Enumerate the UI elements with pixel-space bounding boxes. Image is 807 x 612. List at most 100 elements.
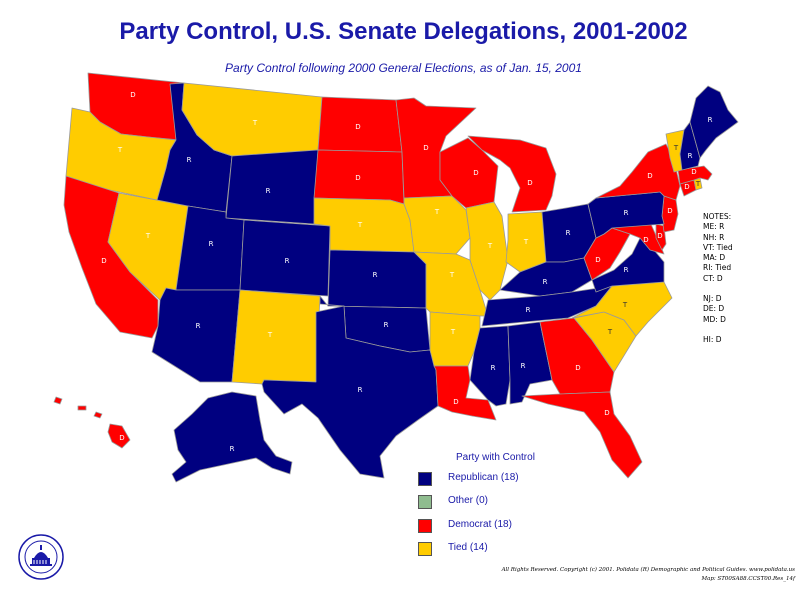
- state-NY[interactable]: D: [595, 143, 681, 201]
- state-label: T: [449, 271, 455, 279]
- legend-label: Republican (18): [448, 472, 519, 483]
- state-label: D: [643, 236, 648, 244]
- state-label: D: [527, 179, 532, 187]
- state-label: D: [355, 174, 360, 182]
- state-NM[interactable]: T: [231, 289, 321, 385]
- state-label: D: [130, 91, 135, 99]
- polidata-seal-logo: [18, 534, 64, 580]
- state-label: R: [526, 306, 531, 314]
- state-NJ[interactable]: D: [661, 195, 679, 233]
- state-FL[interactable]: D: [521, 391, 643, 479]
- state-label: T: [450, 328, 456, 336]
- legend-swatch: [418, 472, 432, 486]
- state-label: R: [384, 321, 389, 329]
- state-label: R: [285, 257, 290, 265]
- state-label: R: [187, 156, 192, 164]
- note-line: HI: D: [703, 334, 722, 344]
- state-ME[interactable]: R: [689, 85, 739, 159]
- state-AK[interactable]: R: [171, 391, 293, 483]
- state-label: D: [453, 398, 458, 406]
- state-TX[interactable]: R: [261, 305, 439, 479]
- state-label: D: [355, 123, 360, 131]
- legend-title: Party with Control: [456, 452, 535, 463]
- state-label: T: [695, 180, 701, 188]
- state-label: R: [624, 266, 629, 274]
- legend-swatch: [418, 519, 432, 533]
- state-MI[interactable]: D: [467, 135, 557, 213]
- state-label: D: [684, 183, 689, 191]
- state-label: T: [117, 146, 123, 154]
- state-label: R: [708, 116, 713, 124]
- state-label: R: [209, 240, 214, 248]
- state-UT[interactable]: R: [175, 205, 245, 291]
- state-label: D: [667, 207, 672, 215]
- state-KS[interactable]: R: [327, 249, 427, 309]
- state-AR[interactable]: T: [429, 311, 481, 367]
- state-label: D: [691, 168, 696, 176]
- state-AZ[interactable]: R: [151, 287, 241, 383]
- state-label: R: [688, 152, 693, 160]
- state-label: T: [607, 328, 613, 336]
- state-label: T: [622, 301, 628, 309]
- note-line: MD: D: [703, 314, 726, 324]
- note-line: VT: Tied: [703, 242, 733, 252]
- state-label: D: [647, 172, 652, 180]
- state-ND[interactable]: D: [317, 96, 403, 153]
- state-label: D: [473, 169, 478, 177]
- state-label: R: [266, 187, 271, 195]
- state-IN[interactable]: T: [505, 211, 547, 273]
- legend-label: Democrat (18): [448, 519, 512, 530]
- state-label: D: [423, 144, 428, 152]
- state-label: R: [491, 364, 496, 372]
- note-line: DE: D: [703, 304, 725, 314]
- state-label: D: [119, 434, 124, 442]
- legend-swatch: [418, 542, 432, 556]
- map-id-line: Map: ST00SA88.CCST00.Res_14f: [701, 576, 795, 582]
- state-label: R: [543, 278, 548, 286]
- page-title: Party Control, U.S. Senate Delegations, …: [119, 18, 688, 45]
- legend-label: Tied (14): [448, 542, 488, 553]
- note-line: ME: R: [703, 222, 725, 232]
- state-label: D: [595, 256, 600, 264]
- state-label: R: [624, 209, 629, 217]
- state-label: T: [434, 208, 440, 216]
- legend-swatch: [418, 495, 432, 509]
- state-label: R: [196, 322, 201, 330]
- state-label: T: [145, 232, 151, 240]
- note-line: NH: R: [703, 232, 725, 242]
- state-SD[interactable]: D: [313, 149, 405, 205]
- state-IL[interactable]: T: [465, 201, 509, 301]
- page-subtitle: Party Control following 2000 General Ele…: [225, 61, 582, 75]
- note-line: NOTES:: [703, 212, 732, 221]
- note-line: RI: Tied: [703, 263, 732, 273]
- state-WY[interactable]: R: [225, 149, 319, 225]
- state-label: R: [521, 362, 526, 370]
- state-CO[interactable]: R: [239, 219, 331, 297]
- state-label: R: [566, 229, 571, 237]
- state-LA[interactable]: D: [433, 365, 497, 421]
- credits: All Rights Reserved. Copyright (c) 2001.…: [502, 566, 795, 584]
- state-label: R: [373, 271, 378, 279]
- state-label: D: [604, 409, 609, 417]
- state-label: D: [657, 232, 662, 240]
- state-label: D: [101, 257, 106, 265]
- state-IA[interactable]: T: [403, 195, 471, 255]
- state-label: T: [487, 242, 493, 250]
- state-label: T: [252, 119, 258, 127]
- state-NC[interactable]: T: [571, 281, 673, 337]
- note-line: CT: D: [703, 273, 723, 283]
- note-line: NJ: D: [703, 294, 722, 304]
- legend-label: Other (0): [448, 495, 489, 506]
- state-label: T: [523, 238, 529, 246]
- state-MA[interactable]: D: [677, 165, 713, 185]
- note-line: MA: D: [703, 253, 726, 263]
- state-HI[interactable]: D: [53, 396, 131, 449]
- copyright-line: All Rights Reserved. Copyright (c) 2001.…: [501, 567, 795, 573]
- state-label: D: [575, 364, 580, 372]
- state-VA[interactable]: R: [591, 237, 665, 293]
- state-label: R: [230, 445, 235, 453]
- state-label: T: [267, 331, 273, 339]
- state-label: R: [358, 386, 363, 394]
- notes-panel: NOTES: ME: R NH: R VT: Tied MA: D RI: Ti…: [703, 212, 733, 345]
